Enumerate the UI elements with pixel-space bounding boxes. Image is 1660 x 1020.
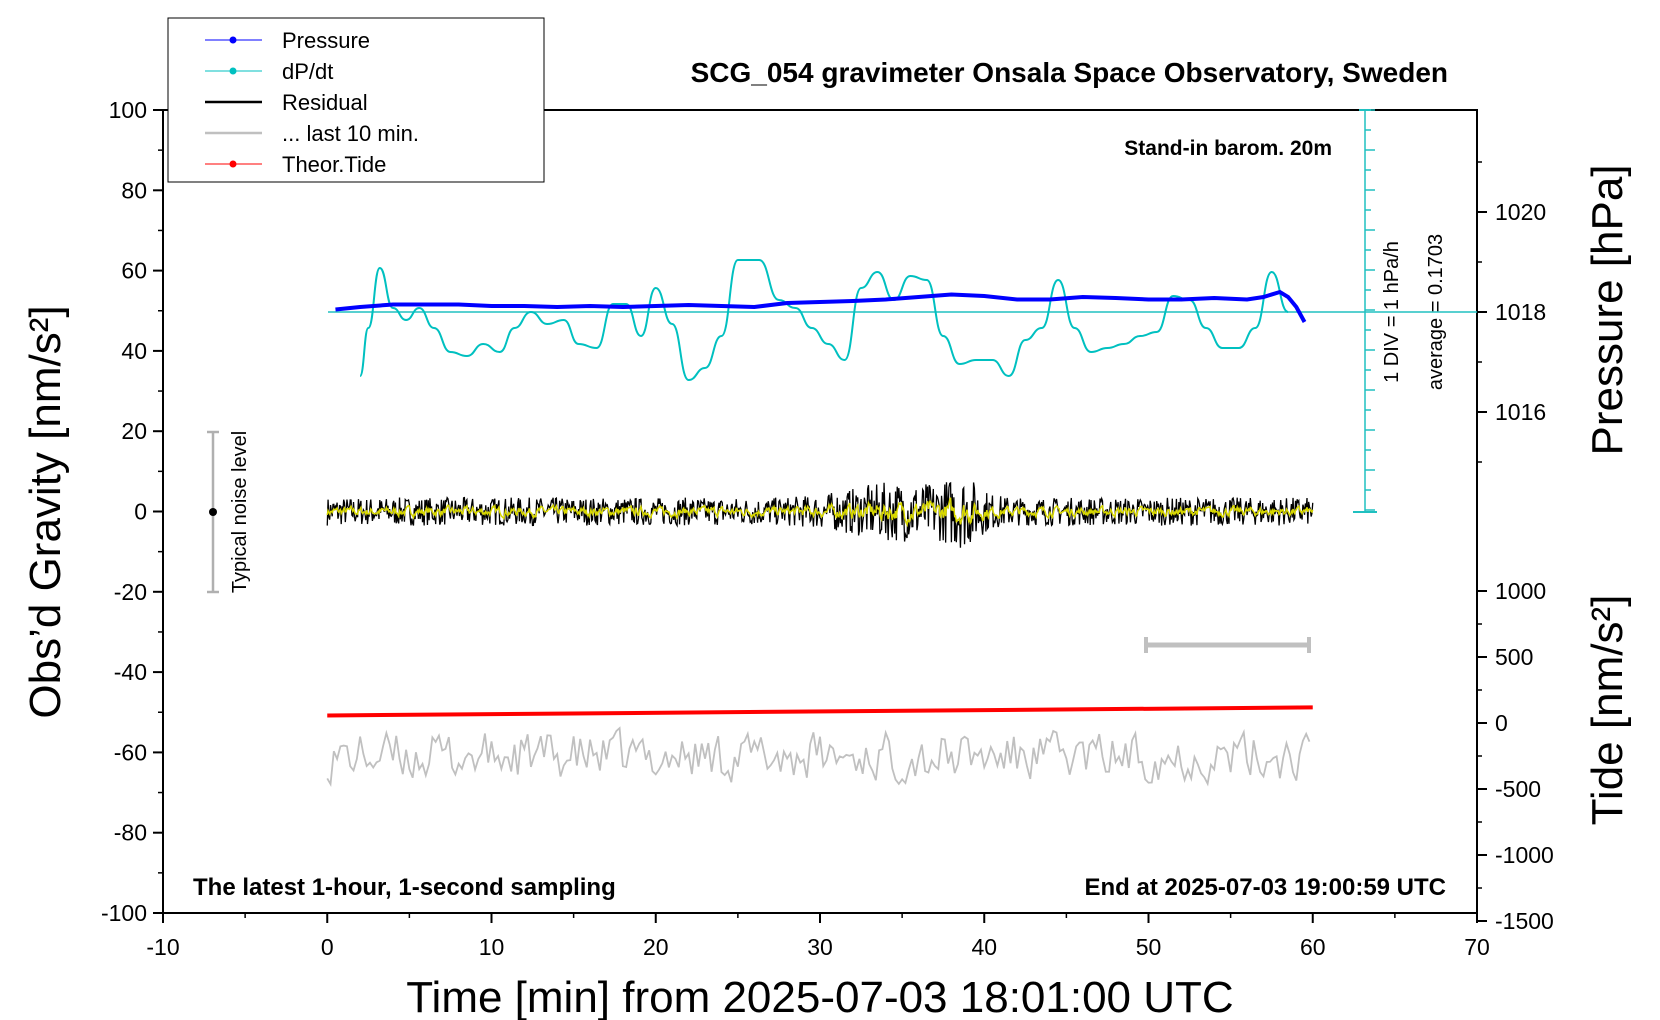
x-tick-label: 0 (321, 934, 334, 960)
y-tick-label: 100 (109, 97, 147, 123)
pressure-axis-ticks: 1020 1018 1016 (1477, 161, 1546, 463)
y-tick-label: 60 (121, 258, 147, 284)
series-layer (326, 259, 1314, 787)
y-tick-label: 40 (121, 338, 147, 364)
legend-marker (229, 160, 237, 168)
pressure-tick-label: 1018 (1495, 299, 1546, 325)
x-axis-label: Time [min] from 2025-07-03 18:01:00 UTC (406, 973, 1233, 1020)
y-tick-label: 80 (121, 177, 147, 203)
last-10-min-line (326, 726, 1311, 787)
x-tick-label: 20 (643, 934, 669, 960)
tide-tick-label: -1500 (1495, 908, 1554, 934)
tide-axis-label: Tide [nm/s²] (1583, 595, 1632, 826)
legend-label: Residual (282, 90, 368, 115)
y-axis-left-label: Obs’d Gravity [nm/s²] (21, 305, 70, 718)
average-annotation: average = 0.1703 (1425, 234, 1447, 390)
y-tick-label: -60 (114, 739, 147, 765)
tide-tick-label: -500 (1495, 776, 1541, 802)
x-tick-label: 10 (479, 934, 505, 960)
x-axis-ticks: -10 0 10 20 30 40 50 60 70 (146, 913, 1490, 960)
x-tick-label: 30 (807, 934, 833, 960)
x-tick-label: -10 (146, 934, 179, 960)
legend-marker (229, 36, 237, 44)
end-time-annotation: End at 2025-07-03 19:00:59 UTC (1085, 874, 1447, 901)
y-tick-label: -40 (114, 659, 147, 685)
dpdt-scale-axis (1353, 109, 1377, 513)
tide-tick-label: 500 (1495, 644, 1533, 670)
scale-annotation: 1 DIV = 1 hPa/h (1381, 241, 1403, 383)
noise-level-label: Typical noise level (229, 431, 251, 593)
barometer-annotation: Stand-in barom. 20m (1124, 137, 1332, 160)
noise-level-indicator (207, 430, 219, 594)
sampling-annotation: The latest 1-hour, 1-second sampling (193, 874, 616, 901)
x-tick-label: 60 (1300, 934, 1326, 960)
y-tick-label: -80 (114, 820, 147, 846)
tide-tick-label: 1000 (1495, 578, 1546, 604)
legend-label: ... last 10 min. (282, 121, 419, 146)
y-tick-label: 0 (134, 499, 147, 525)
chart-title: SCG_054 gravimeter Onsala Space Observat… (691, 57, 1448, 88)
legend: Pressure dP/dt Residual ... last 10 min. The… (167, 17, 545, 183)
legend-label: Theor.Tide (282, 152, 386, 177)
pressure-tick-label: 1016 (1495, 399, 1546, 425)
last-10-min-bracket (1144, 637, 1311, 653)
dpdt-line (359, 259, 1289, 382)
legend-label: Pressure (282, 28, 370, 53)
pressure-line (335, 289, 1307, 323)
residual-smoothed-line (326, 497, 1314, 528)
pressure-tick-label: 1020 (1495, 199, 1546, 225)
tide-tick-label: -1000 (1495, 842, 1554, 868)
y-tick-label: 20 (121, 418, 147, 444)
theor-tide-line (327, 705, 1313, 718)
x-tick-label: 50 (1136, 934, 1162, 960)
legend-label: dP/dt (282, 59, 333, 84)
y-tick-label: -100 (101, 900, 147, 926)
tide-tick-label: 0 (1495, 710, 1508, 736)
y-tick-label: -20 (114, 579, 147, 605)
x-tick-label: 70 (1464, 934, 1490, 960)
x-tick-label: 40 (971, 934, 997, 960)
legend-marker (229, 67, 237, 75)
y-axis-left-ticks: 100 80 60 40 20 0 -20 -40 -60 -80 -100 (101, 97, 163, 926)
tide-axis-ticks: 1000 500 0 -500 -1000 -1500 (1477, 578, 1554, 934)
pressure-axis-label: Pressure [hPa] (1583, 164, 1632, 455)
